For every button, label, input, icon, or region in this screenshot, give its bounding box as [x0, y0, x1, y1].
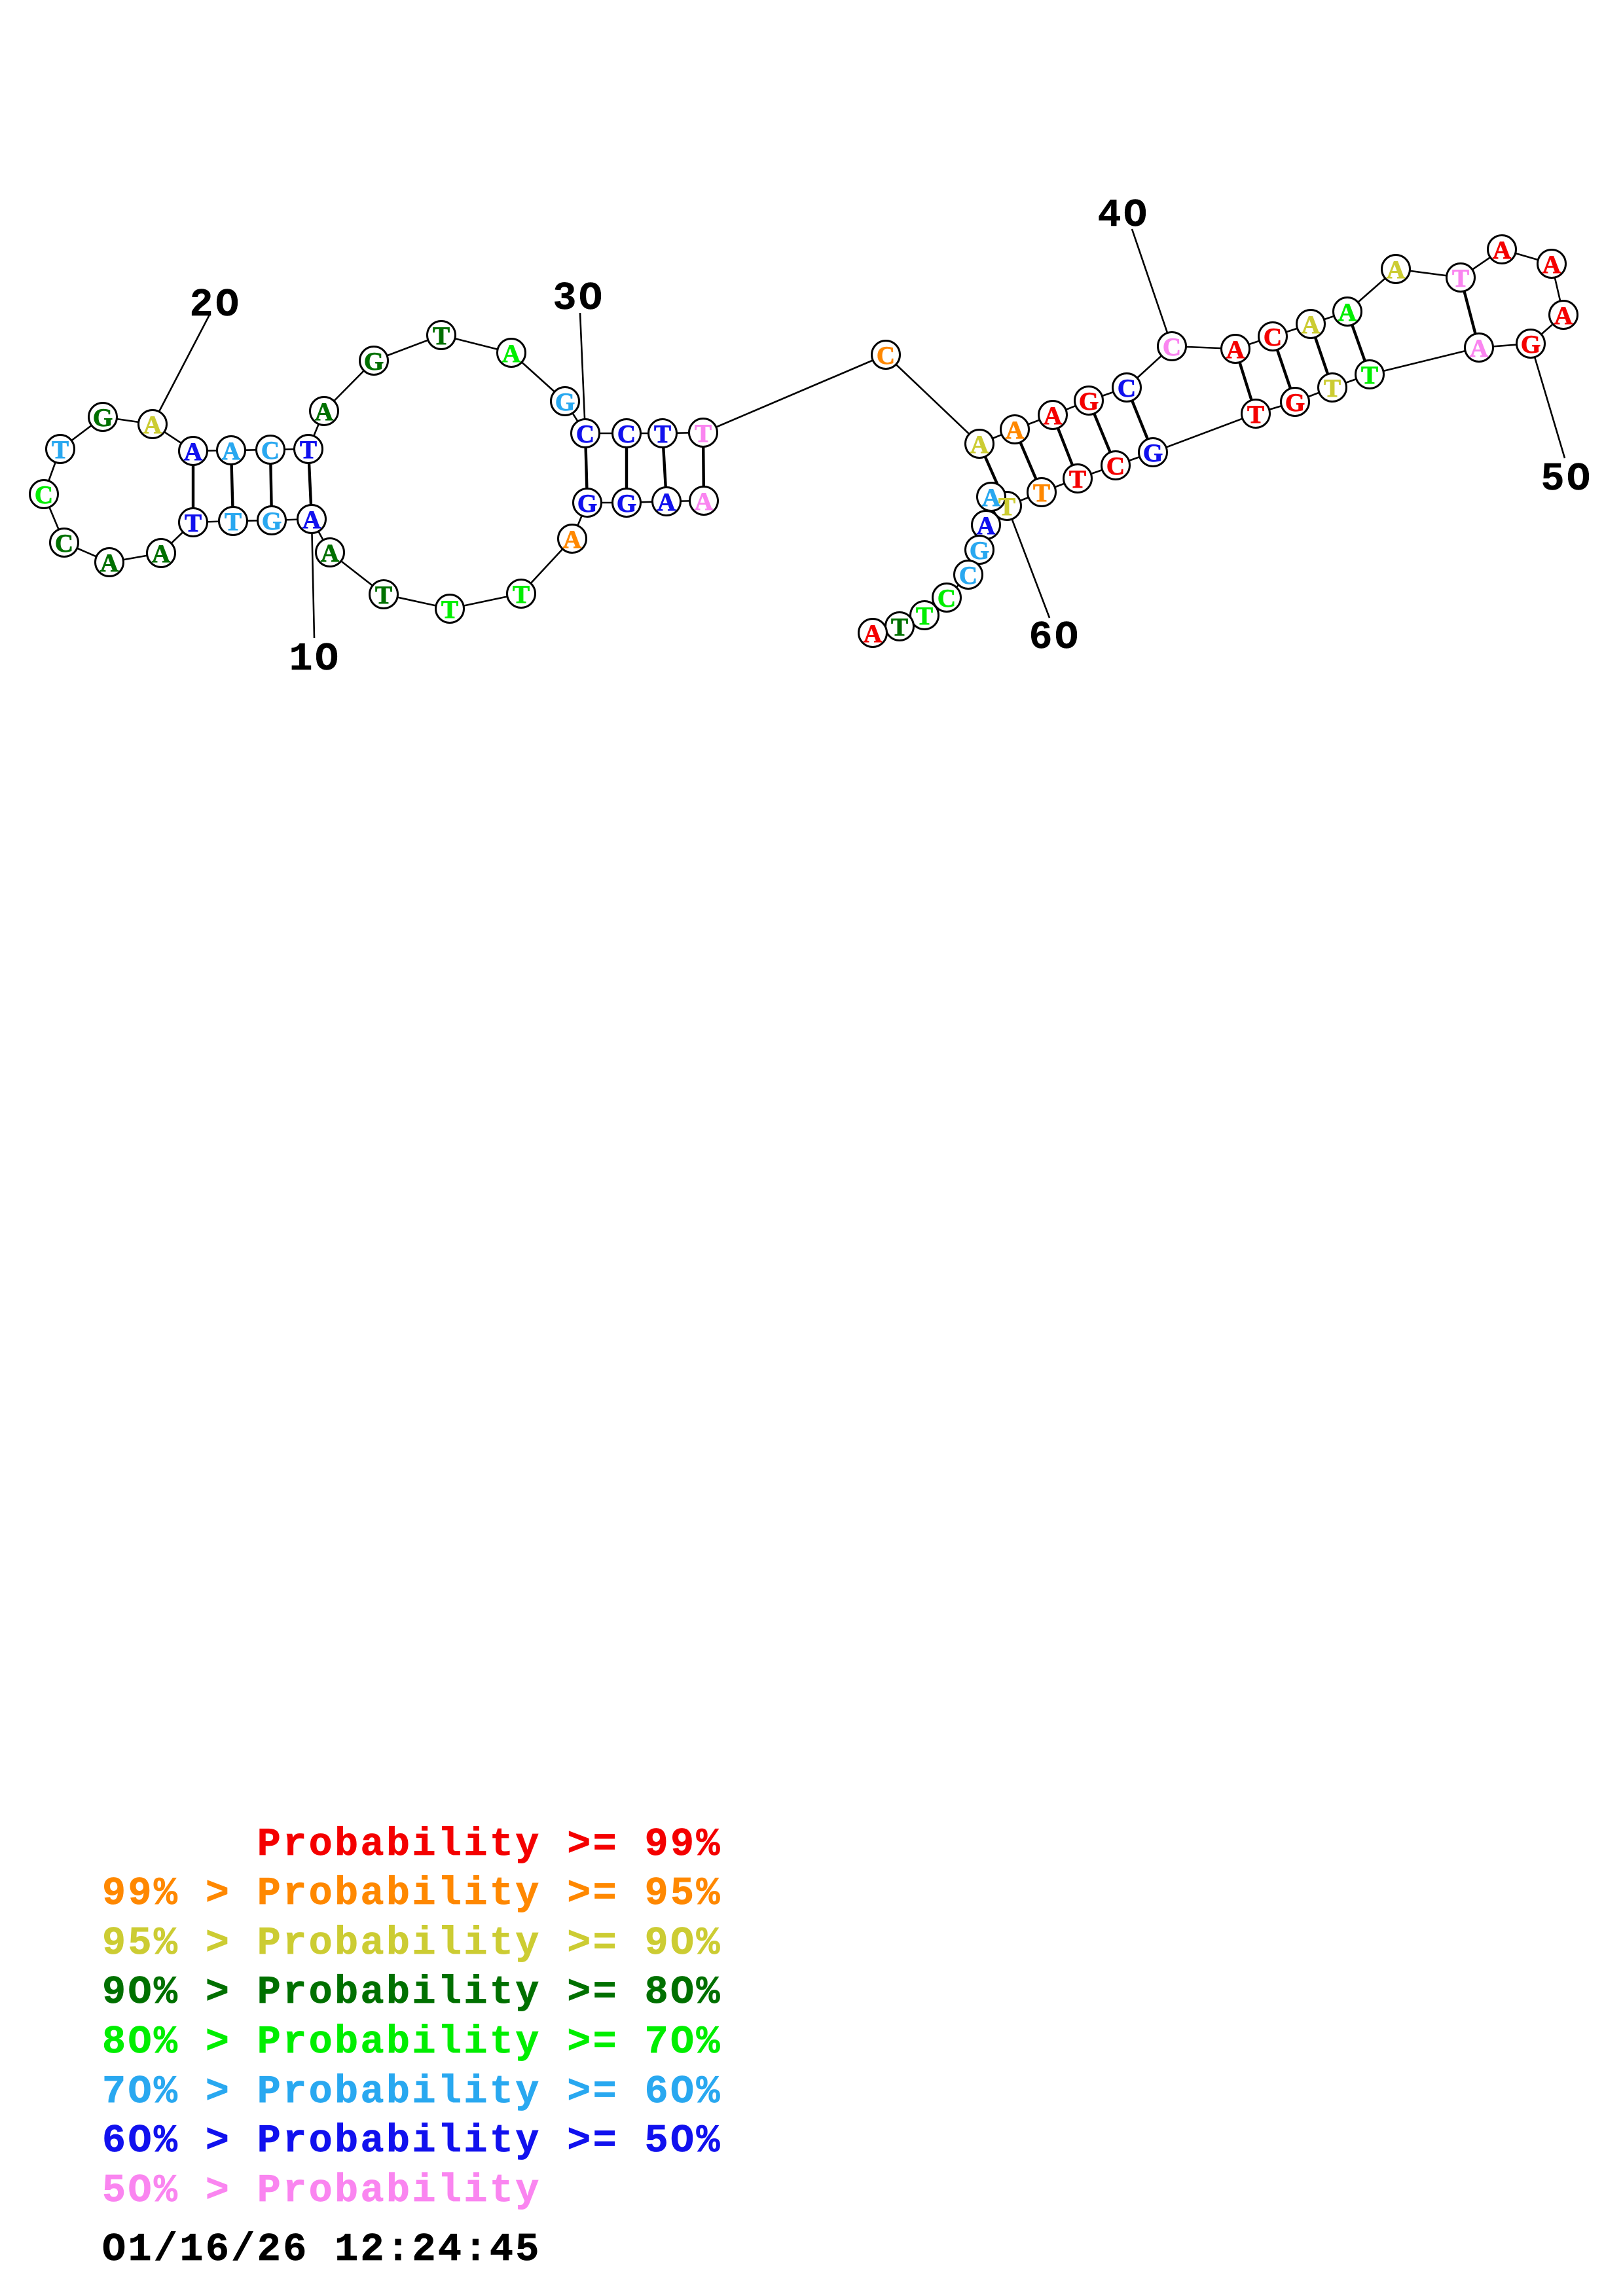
svg-text:A: A [100, 549, 119, 577]
svg-text:A: A [1470, 334, 1488, 363]
svg-text:A: A [982, 484, 1000, 512]
svg-text:C: C [261, 437, 280, 465]
svg-text:C: C [1163, 333, 1181, 361]
svg-text:G: G [617, 490, 636, 518]
svg-text:A: A [315, 398, 333, 426]
svg-text:C: C [1118, 374, 1136, 403]
svg-text:C: C [877, 342, 895, 370]
svg-text:T: T [695, 420, 712, 448]
svg-text:T: T [1069, 465, 1086, 493]
svg-text:A: A [657, 488, 676, 516]
svg-text:95% > Probability >= 9O%: 95% > Probability >= 9O% [102, 1922, 722, 1966]
svg-text:6O% > Probability >= 5O%: 6O% > Probability >= 5O% [102, 2119, 722, 2164]
svg-text:T: T [433, 322, 450, 350]
svg-text:G: G [262, 507, 282, 535]
svg-text:A: A [1302, 311, 1320, 339]
svg-text:T: T [916, 602, 933, 630]
svg-text:G: G [93, 404, 113, 432]
svg-text:Probability >= 99%: Probability >= 99% [102, 1823, 722, 1867]
svg-text:G: G [1143, 439, 1163, 467]
svg-text:T: T [225, 508, 242, 536]
svg-text:8O% > Probability >= 7O%: 8O% > Probability >= 7O% [102, 2020, 722, 2065]
svg-text:A: A [1493, 236, 1511, 264]
svg-text:A: A [302, 506, 321, 534]
svg-text:G: G [555, 388, 575, 416]
svg-text:C: C [35, 481, 53, 509]
svg-text:T: T [1324, 374, 1341, 403]
svg-text:C: C [938, 584, 956, 613]
svg-text:2O: 2O [190, 283, 242, 328]
svg-text:O1/16/26 12:24:45: O1/16/26 12:24:45 [102, 2228, 541, 2272]
svg-text:A: A [1338, 298, 1357, 327]
svg-text:A: A [695, 488, 713, 516]
svg-text:T: T [441, 596, 458, 624]
svg-text:T: T [513, 581, 530, 609]
svg-text:G: G [970, 537, 989, 565]
svg-text:A: A [970, 431, 989, 459]
svg-text:T: T [1033, 479, 1050, 507]
svg-text:T: T [185, 509, 202, 537]
svg-text:G: G [364, 348, 384, 376]
svg-text:T: T [52, 436, 69, 464]
svg-text:G: G [1521, 331, 1541, 359]
svg-text:T: T [1452, 264, 1469, 293]
svg-text:A: A [143, 411, 162, 439]
svg-text:T: T [1247, 401, 1264, 429]
svg-text:T: T [1361, 361, 1378, 389]
svg-text:A: A [1006, 416, 1024, 444]
svg-text:C: C [959, 562, 977, 590]
svg-text:G: G [1285, 389, 1305, 417]
svg-text:T: T [375, 581, 392, 609]
svg-text:A: A [1044, 402, 1062, 430]
svg-text:T: T [998, 493, 1015, 521]
svg-text:A: A [152, 540, 170, 568]
svg-text:G: G [1079, 387, 1099, 416]
svg-text:4O: 4O [1098, 194, 1150, 238]
svg-text:C: C [1106, 452, 1125, 480]
svg-text:99% > Probability >= 95%: 99% > Probability >= 95% [102, 1872, 722, 1916]
svg-text:A: A [1554, 302, 1573, 330]
svg-text:A: A [184, 438, 202, 466]
svg-text:T: T [891, 613, 908, 641]
svg-text:7O% > Probability >= 6O%: 7O% > Probability >= 6O% [102, 2070, 722, 2115]
svg-text:C: C [55, 529, 73, 558]
svg-text:6O: 6O [1029, 616, 1081, 660]
svg-text:A: A [977, 512, 995, 540]
svg-text:A: A [1542, 251, 1561, 279]
svg-text:5O: 5O [1541, 457, 1593, 502]
svg-text:C: C [576, 420, 594, 448]
svg-text:G: G [577, 490, 597, 518]
svg-text:5O% > Probability: 5O% > Probability [102, 2169, 541, 2214]
svg-text:A: A [864, 620, 882, 648]
svg-text:A: A [222, 437, 240, 465]
svg-text:A: A [1226, 336, 1245, 364]
svg-text:9O% > Probability >= 8O%: 9O% > Probability >= 8O% [102, 1971, 722, 2015]
svg-text:T: T [300, 436, 317, 464]
svg-text:C: C [617, 420, 636, 448]
svg-text:A: A [321, 539, 339, 567]
svg-text:1O: 1O [289, 637, 341, 682]
svg-text:A: A [563, 526, 581, 554]
svg-text:C: C [1264, 323, 1282, 351]
svg-text:A: A [502, 340, 520, 368]
svg-text:A: A [1387, 256, 1405, 284]
svg-text:T: T [654, 420, 671, 448]
svg-text:3O: 3O [553, 277, 605, 321]
